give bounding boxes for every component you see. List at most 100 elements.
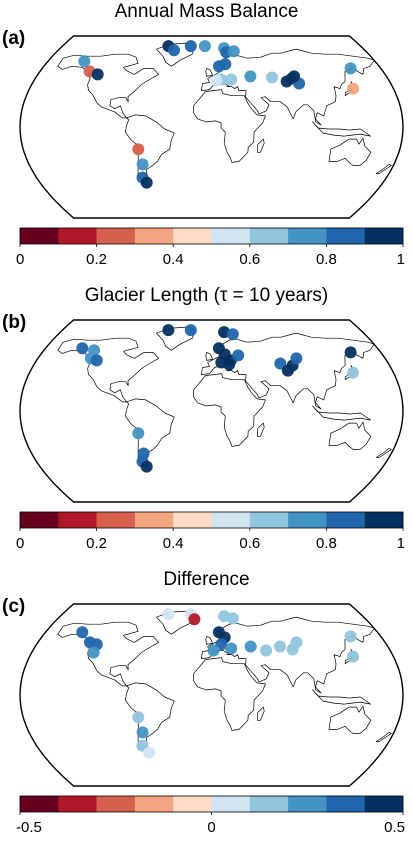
coastline-eurasia [200, 616, 375, 694]
coastline-new-zealand [375, 164, 392, 174]
glacier-point [140, 176, 153, 189]
colorbar-tick-label: 0.6 [239, 251, 260, 268]
glacier-point [266, 71, 278, 84]
colorbar-tick-label: 0.2 [86, 535, 107, 552]
coastline-uk [205, 352, 213, 361]
glacier-point [198, 40, 211, 53]
coastline-madagascar [256, 706, 265, 721]
colorbar: -0.5 0 0.5 [16, 795, 405, 836]
colorbar-swatch [364, 228, 404, 244]
coastline-indonesia [312, 689, 371, 705]
glacier-point [288, 70, 301, 83]
glacier-points [78, 40, 359, 189]
coastline-africa [193, 657, 266, 731]
colorbar-swatch [96, 512, 136, 528]
glacier-point [225, 642, 238, 655]
glacier-point [226, 612, 239, 625]
glacier-point [87, 646, 100, 659]
glacier-points [76, 608, 359, 759]
colorbar-swatch [326, 512, 365, 528]
glacier-point [210, 74, 223, 87]
colorbar-swatch [134, 512, 174, 528]
colorbar-swatch [249, 512, 289, 528]
colorbar-tick-label: 0.8 [316, 251, 337, 268]
title-text: Glacier Length (τ = 10 years) [84, 285, 329, 306]
colorbar-swatch [288, 228, 327, 244]
coastline-new-zealand [375, 732, 392, 742]
glacier-point [219, 58, 232, 71]
panel-title: Annual Mass Balance [114, 1, 299, 22]
colorbar-swatch [58, 796, 97, 812]
glacier-point [274, 357, 287, 370]
glacier-point [274, 640, 286, 653]
colorbar: 0 0.2 0.4 0.6 0.8 1 [16, 227, 405, 268]
coastline-indonesia [312, 405, 371, 421]
glacier-point [132, 427, 145, 440]
colorbar-swatch [58, 512, 97, 528]
colorbar-swatch [211, 228, 251, 244]
coastline-north-america [57, 337, 159, 403]
glacier-point [290, 352, 303, 365]
colorbar-tick-label: 0 [207, 819, 215, 836]
coastline-madagascar [256, 422, 265, 437]
glacier-point [136, 726, 149, 739]
colorbar-tick-label: 0.4 [163, 251, 184, 268]
glacier-point [244, 70, 257, 83]
colorbar-tick-label: 0.5 [384, 819, 405, 836]
glacier-point [132, 711, 145, 724]
glacier-point [188, 613, 201, 626]
colorbar-tick-label: 0 [16, 535, 24, 552]
coastline-uk [205, 636, 213, 645]
colorbar-swatch [96, 228, 136, 244]
glacier-point [76, 626, 89, 639]
colorbar-tick-label: 0 [16, 251, 24, 268]
colorbar-swatch [326, 796, 365, 812]
colorbar-swatch [364, 796, 404, 812]
glacier-point [260, 644, 273, 657]
colorbar-tick-label: 0.2 [86, 251, 107, 268]
colorbar-swatch [58, 228, 97, 244]
glacier-point [347, 82, 359, 95]
glacier-point [344, 630, 357, 643]
map-chart-b: 0 0.2 0.4 0.6 0.8 1 [16, 319, 405, 552]
glacier-point [244, 640, 257, 653]
panel-annual-mass-balance: Annual Mass Balance (a) 0 0.2 0.4 0.6 0.8 1 [0, 0, 413, 282]
glacier-point [347, 650, 359, 663]
panel-glacier-length: Glacier Length (τ = 10 years) (b) 0 0.2 0.… [0, 284, 413, 566]
panel-label: (b) [2, 312, 27, 333]
coastline-africa [193, 373, 266, 447]
coastline-north-america [57, 53, 159, 119]
glacier-point [143, 746, 156, 759]
colorbar-border [19, 511, 404, 529]
colorbar: 0 0.2 0.4 0.6 0.8 1 [16, 511, 405, 552]
glacier-point [184, 40, 197, 53]
colorbar-swatch [173, 228, 212, 244]
coastlines [57, 610, 392, 751]
colorbar-swatch [20, 512, 59, 528]
colorbar-swatch [326, 228, 365, 244]
coastline-madagascar [256, 138, 265, 153]
colorbar-tick-label: 0.6 [239, 535, 260, 552]
glacier-point [162, 608, 175, 621]
coastline-indonesia [312, 121, 371, 137]
glacier-point [136, 158, 149, 171]
glacier-point [344, 346, 357, 359]
panel-title: Glacier Length (τ = 10 years) [0, 284, 413, 308]
map-chart-a: 0 0.2 0.4 0.6 0.8 1 [16, 35, 405, 268]
glacier-point [226, 328, 239, 341]
glacier-point [162, 324, 175, 337]
colorbar-tick-label: 1 [397, 535, 405, 552]
map-chart-c: -0.5 0 0.5 [16, 603, 405, 836]
colorbar-swatch [20, 228, 59, 244]
colorbar-swatch [288, 512, 327, 528]
glacier-points [76, 324, 359, 473]
glacier-point [168, 44, 180, 57]
panel-label: (a) [2, 28, 26, 49]
colorbar-tick-label: -0.5 [16, 819, 42, 836]
colorbar-swatch [364, 512, 404, 528]
glacier-point [227, 45, 240, 58]
panel-title: Difference [163, 569, 250, 590]
glacier-point [78, 55, 91, 68]
colorbar-swatch [96, 796, 136, 812]
colorbar-tick-label: 1 [397, 251, 405, 268]
